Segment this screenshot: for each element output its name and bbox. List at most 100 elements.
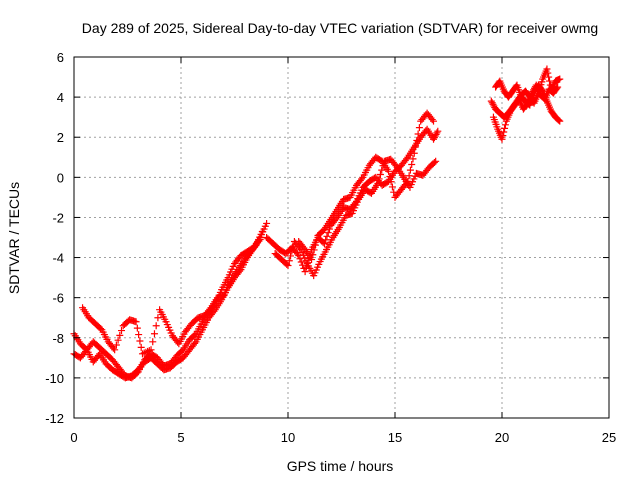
data-point — [544, 69, 552, 77]
data-point — [405, 172, 413, 180]
data-point — [488, 99, 496, 107]
data-point — [487, 97, 495, 105]
data-point — [191, 339, 199, 347]
data-point — [285, 257, 293, 265]
data-point — [547, 85, 555, 93]
data-point — [386, 173, 394, 181]
data-point — [430, 117, 438, 125]
data-point — [430, 158, 438, 166]
y-tick-label: -8 — [52, 331, 64, 346]
x-tick-label: 25 — [602, 430, 616, 445]
data-point — [323, 232, 331, 240]
data-point — [97, 325, 105, 333]
data-point — [296, 255, 304, 263]
data-point — [300, 244, 308, 252]
x-tick-label: 10 — [281, 430, 295, 445]
data-point — [433, 129, 441, 137]
series-track-a — [70, 219, 271, 382]
data-point — [135, 331, 143, 339]
data-point — [142, 348, 150, 356]
plot-frame — [73, 56, 610, 419]
data-point — [548, 83, 556, 91]
axis-ticks: 0 5 10 15 20 25 -12 -10 -8 -6 -4 -2 0 2 4 6 — [45, 50, 616, 445]
x-tick-label: 20 — [495, 430, 509, 445]
data-point — [324, 229, 332, 237]
data-point — [206, 305, 214, 313]
y-tick-label: 4 — [57, 90, 64, 105]
data-point — [545, 73, 553, 81]
data-point — [111, 346, 119, 354]
data-point — [543, 65, 551, 73]
data-point — [308, 256, 316, 264]
data-point — [556, 117, 564, 125]
data-point — [375, 175, 383, 183]
series-track-e — [271, 155, 440, 280]
data-point — [154, 314, 162, 322]
x-tick-label: 15 — [388, 430, 402, 445]
data-point — [430, 135, 438, 143]
data-point — [137, 343, 145, 351]
x-tick-label: 0 — [70, 430, 77, 445]
data-point — [403, 155, 411, 163]
data-point — [499, 132, 507, 140]
data-point — [556, 75, 564, 83]
data-point — [251, 243, 259, 251]
data-point — [549, 82, 557, 90]
data-point — [149, 338, 157, 346]
data-point — [529, 87, 537, 95]
data-point — [116, 331, 124, 339]
chart-title: Day 289 of 2025, Sidereal Day-to-day VTE… — [82, 20, 598, 36]
y-tick-label: -10 — [45, 371, 64, 386]
data-point — [297, 258, 305, 266]
data-point — [415, 124, 423, 132]
data-point — [385, 167, 393, 175]
x-tick-label: 5 — [177, 430, 184, 445]
data-point — [431, 132, 439, 140]
data-point — [410, 149, 418, 157]
y-tick-label: 6 — [57, 50, 64, 65]
y-tick-label: 0 — [57, 170, 64, 185]
data-point — [430, 134, 438, 142]
data-point — [498, 135, 506, 143]
y-tick-label: -2 — [52, 210, 64, 225]
data-point — [392, 162, 400, 170]
data-point — [501, 124, 509, 132]
data-point — [288, 247, 296, 255]
data-point — [489, 100, 497, 108]
data-point — [133, 324, 141, 332]
y-tick-label: -6 — [52, 291, 64, 306]
data-point — [555, 116, 563, 124]
data-point — [133, 369, 141, 377]
y-tick-label: 2 — [57, 130, 64, 145]
data-point — [546, 77, 554, 85]
data-point — [523, 100, 531, 108]
data-point — [409, 155, 417, 163]
y-axis-label: SDTVAR / TECUs — [6, 182, 22, 294]
data-point — [413, 136, 421, 144]
data-point — [109, 344, 117, 352]
data-point — [322, 236, 330, 244]
data-point — [500, 128, 508, 136]
data-point — [553, 84, 561, 92]
data-point — [313, 236, 321, 244]
data-point — [403, 179, 411, 187]
series-track-c — [79, 227, 266, 358]
data-point — [293, 250, 301, 258]
data-point — [284, 262, 292, 270]
y-tick-label: -4 — [52, 251, 64, 266]
data-point — [263, 219, 271, 227]
data-point — [404, 177, 412, 185]
data-point — [283, 260, 291, 268]
series-track-f — [295, 109, 438, 264]
data-point — [490, 102, 498, 110]
data-point — [434, 127, 442, 135]
data-point — [132, 318, 140, 326]
data-point — [138, 350, 146, 358]
data-point — [374, 179, 382, 187]
data-point — [378, 166, 386, 174]
data-point — [136, 337, 144, 345]
data-point — [414, 130, 422, 138]
data-point — [144, 347, 152, 355]
series-track-i — [487, 65, 564, 121]
data-point — [376, 171, 384, 179]
